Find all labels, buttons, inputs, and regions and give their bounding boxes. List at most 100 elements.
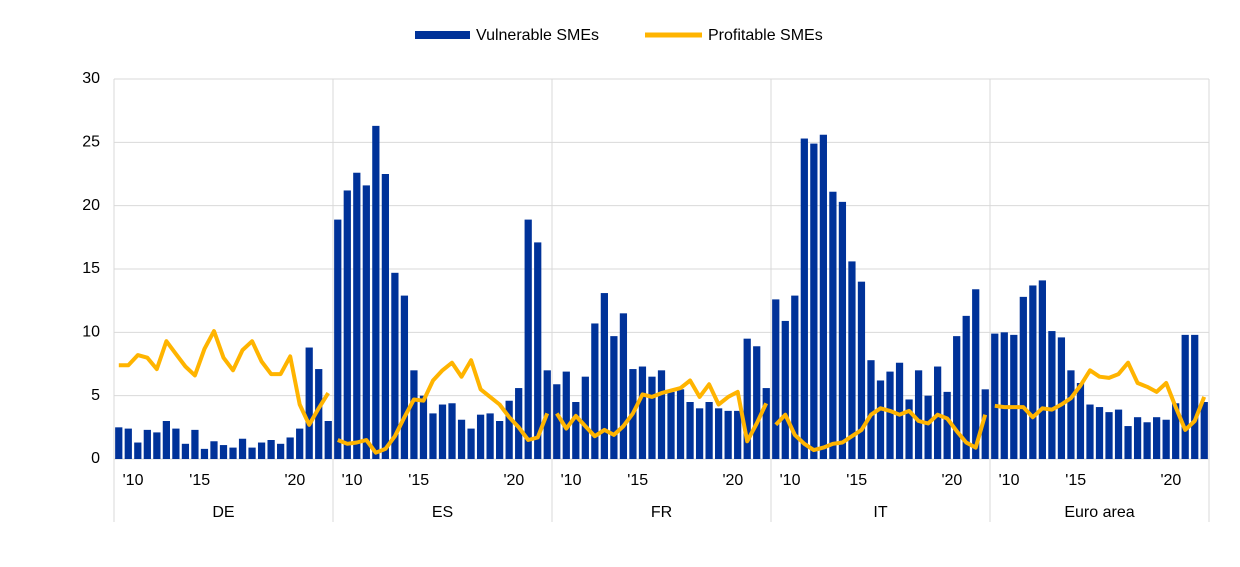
y-tick-label: 25 xyxy=(82,134,100,151)
bar xyxy=(991,333,999,459)
bar xyxy=(181,443,190,459)
y-tick-label: 10 xyxy=(82,324,100,341)
bar xyxy=(876,380,885,459)
bar xyxy=(1010,334,1018,459)
bar xyxy=(515,388,523,459)
bar xyxy=(724,410,732,459)
bar xyxy=(467,428,475,459)
bar xyxy=(1029,285,1037,459)
y-tick-label: 15 xyxy=(82,260,100,277)
bar xyxy=(210,441,218,459)
bar xyxy=(772,299,780,459)
bar xyxy=(886,371,894,459)
bar xyxy=(762,388,770,459)
panel-label: DE xyxy=(212,504,234,521)
bar xyxy=(838,201,847,459)
panel-label: ES xyxy=(432,504,453,521)
bar xyxy=(600,293,608,459)
bar xyxy=(943,391,951,459)
bar xyxy=(534,242,542,459)
bar xyxy=(486,413,494,459)
bar xyxy=(334,219,342,459)
bar xyxy=(562,371,570,459)
panel-label: FR xyxy=(651,504,672,521)
bar xyxy=(591,323,599,459)
x-tick-label: '20 xyxy=(503,472,524,489)
panel-label: Euro area xyxy=(1064,504,1134,521)
bar xyxy=(1114,409,1123,459)
bar xyxy=(972,289,980,459)
bar xyxy=(1057,337,1066,459)
bar xyxy=(476,414,485,459)
bar xyxy=(657,370,666,459)
bar xyxy=(1038,280,1046,459)
bar xyxy=(1019,296,1027,459)
bar xyxy=(448,403,456,459)
bar xyxy=(153,432,161,459)
bar xyxy=(572,402,580,459)
x-tick-label: '10 xyxy=(780,472,801,489)
bar xyxy=(324,421,332,459)
bar xyxy=(667,391,675,459)
bar xyxy=(905,399,913,459)
bar xyxy=(1095,407,1104,459)
y-tick-label: 20 xyxy=(82,197,100,214)
bar xyxy=(981,389,989,459)
bar xyxy=(438,404,447,459)
x-tick-label: '20 xyxy=(941,472,962,489)
bar xyxy=(743,338,751,459)
line xyxy=(555,378,769,444)
bar xyxy=(1153,417,1161,459)
bar xyxy=(277,443,285,459)
bar xyxy=(134,442,142,459)
bar xyxy=(1076,383,1085,459)
bar xyxy=(238,438,247,459)
bar xyxy=(191,429,199,459)
bar xyxy=(619,313,628,459)
bar xyxy=(172,428,180,459)
bar xyxy=(391,272,399,459)
x-tick-label: '15 xyxy=(189,472,210,489)
bar xyxy=(962,315,970,459)
bar xyxy=(115,427,123,459)
bar xyxy=(267,440,275,459)
bar xyxy=(705,402,713,459)
bar xyxy=(124,428,132,459)
bar xyxy=(715,408,723,459)
bar xyxy=(1048,331,1056,459)
bar xyxy=(648,376,656,459)
bar xyxy=(1172,403,1180,459)
x-tick-label: '15 xyxy=(1065,472,1086,489)
bar xyxy=(800,138,808,460)
bar xyxy=(1000,332,1008,459)
bar xyxy=(315,369,323,459)
bar xyxy=(200,448,209,459)
bar xyxy=(429,413,437,459)
bar xyxy=(162,421,170,459)
bar xyxy=(753,346,761,459)
bar xyxy=(848,261,856,459)
x-tick-label: '15 xyxy=(846,472,867,489)
bar xyxy=(695,408,704,459)
line xyxy=(118,329,330,427)
bar xyxy=(553,384,561,459)
bar xyxy=(810,143,818,459)
bar xyxy=(734,410,742,459)
bar xyxy=(410,370,418,459)
x-tick-label: '10 xyxy=(561,472,582,489)
bar xyxy=(524,219,532,459)
line xyxy=(337,358,550,455)
x-tick-label: '15 xyxy=(627,472,648,489)
bar xyxy=(257,442,266,459)
x-tick-label: '20 xyxy=(1160,472,1181,489)
bar xyxy=(686,402,694,459)
legend-label: Vulnerable SMEs xyxy=(476,27,599,44)
bar xyxy=(248,447,256,459)
bar xyxy=(1105,412,1113,459)
y-tick-label: 30 xyxy=(82,70,100,87)
bar xyxy=(1086,404,1094,459)
bar xyxy=(1162,419,1170,459)
bar xyxy=(229,447,237,459)
line xyxy=(774,406,988,453)
x-tick-label: '20 xyxy=(284,472,305,489)
